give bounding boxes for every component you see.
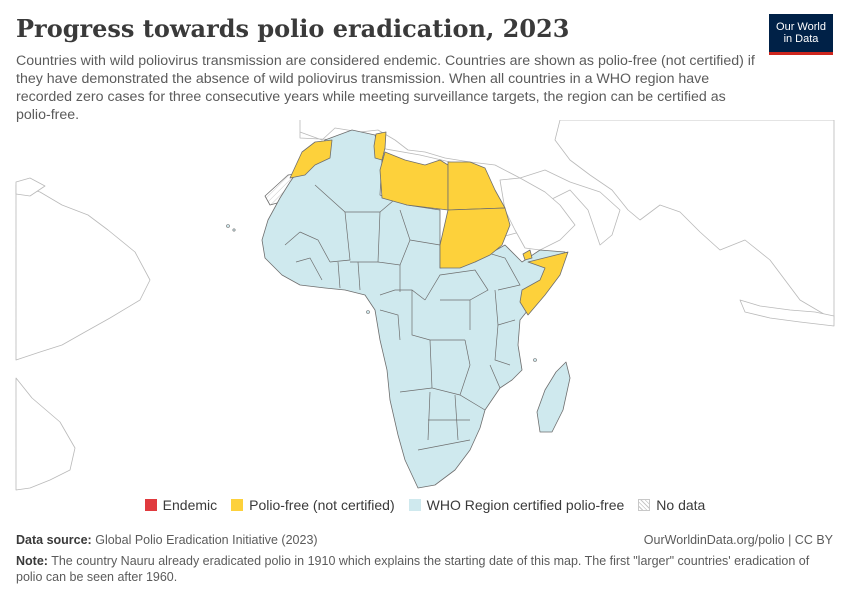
polio-free-countries: [289, 131, 569, 316]
legend-swatch-endemic: [144, 499, 157, 511]
source-text[interactable]: Global Polio Eradication Initiative (202…: [95, 533, 318, 547]
madagascar[interactable]: [536, 361, 571, 433]
legend-swatch-no-data: [638, 499, 651, 511]
cape-verde[interactable]: [226, 224, 230, 228]
note-label: Note:: [16, 554, 48, 568]
legend-label-no-data: No data: [656, 497, 706, 513]
logo-line-2: in Data: [783, 33, 819, 45]
sao-tome[interactable]: [366, 310, 370, 314]
chart-subtitle: Countries with wild poliovirus transmiss…: [16, 53, 755, 123]
legend-swatch-polio-free: [231, 499, 244, 511]
legend-no-data[interactable]: No data: [638, 497, 705, 513]
tunisia[interactable]: [373, 131, 387, 161]
morocco[interactable]: [289, 139, 333, 179]
world-map: [15, 120, 835, 491]
chart-note: Note: The country Nauru already eradicat…: [16, 553, 836, 585]
somalia[interactable]: [519, 251, 569, 316]
legend-endemic[interactable]: Endemic: [144, 497, 218, 513]
asia-outline: [554, 120, 835, 321]
map-legend: Endemic Polio-free (not certified) WHO R…: [0, 497, 850, 513]
south-america-outline: [15, 377, 76, 491]
source-label: Data source:: [16, 533, 92, 547]
americas-outline: [15, 184, 151, 361]
owid-logo[interactable]: Our World in Data: [769, 14, 833, 55]
owid-url[interactable]: OurWorldinData.org/polio | CC BY: [643, 533, 833, 547]
indonesia-outline: [739, 299, 835, 327]
legend-label-polio-free: Polio-free (not certified): [249, 497, 395, 513]
djibouti[interactable]: [522, 249, 533, 261]
africa-who-certified-region[interactable]: [261, 129, 566, 489]
sudan[interactable]: [439, 207, 511, 269]
legend-label-who-certified: WHO Region certified polio-free: [426, 497, 625, 513]
legend-label-endemic: Endemic: [162, 497, 218, 513]
chart-title: Progress towards polio eradication, 2023: [16, 14, 570, 43]
logo-line-1: Our World: [776, 21, 826, 33]
legend-who-certified[interactable]: WHO Region certified polio-free: [408, 497, 625, 513]
legend-swatch-who-certified: [408, 499, 421, 511]
note-text: The country Nauru already eradicated pol…: [16, 554, 810, 584]
arabia-outline: [499, 177, 576, 251]
data-source: Data source: Global Polio Eradication In…: [16, 533, 318, 547]
comoros[interactable]: [533, 358, 537, 362]
legend-polio-free[interactable]: Polio-free (not certified): [231, 497, 395, 513]
greenland-outline: [15, 177, 46, 197]
cape-verde-2[interactable]: [232, 228, 236, 232]
